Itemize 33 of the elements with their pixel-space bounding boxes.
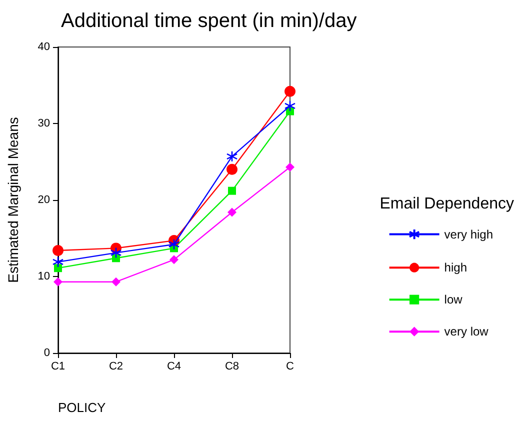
legend-label: low [444, 292, 463, 307]
point [284, 100, 296, 112]
y-axis-title: Estimated Marginal Means [5, 117, 21, 283]
x-tick-label: C4 [166, 360, 182, 372]
point [112, 277, 120, 286]
y-tick-label: 10 [38, 270, 50, 282]
x-axis-title: POLICY [58, 400, 106, 415]
x-tick-label: C2 [108, 360, 124, 372]
point [228, 186, 236, 195]
point [54, 264, 62, 272]
point [226, 150, 238, 162]
point [54, 277, 62, 286]
point [170, 255, 178, 264]
y-tick-label: 40 [38, 41, 50, 53]
x-tick-label: C [286, 360, 294, 372]
y-tick-label: 20 [38, 194, 50, 206]
chart-title: Additional time spent (in min)/day [61, 10, 357, 32]
x-tick-label: C1 [50, 360, 66, 372]
point [284, 86, 296, 97]
y-tick-label: 30 [38, 118, 50, 130]
legend-title: Email Dependency [380, 196, 514, 212]
point [110, 247, 122, 258]
legend-label: high [444, 260, 467, 275]
point [226, 164, 238, 175]
point [52, 256, 64, 268]
point [52, 244, 64, 256]
point [286, 162, 294, 172]
legend-label: very high [444, 227, 494, 242]
x-tick-label: C8 [224, 360, 240, 372]
legend-label: very low [444, 324, 489, 339]
point [168, 238, 180, 250]
point [228, 208, 236, 217]
y-tick-label: 0 [44, 347, 50, 359]
